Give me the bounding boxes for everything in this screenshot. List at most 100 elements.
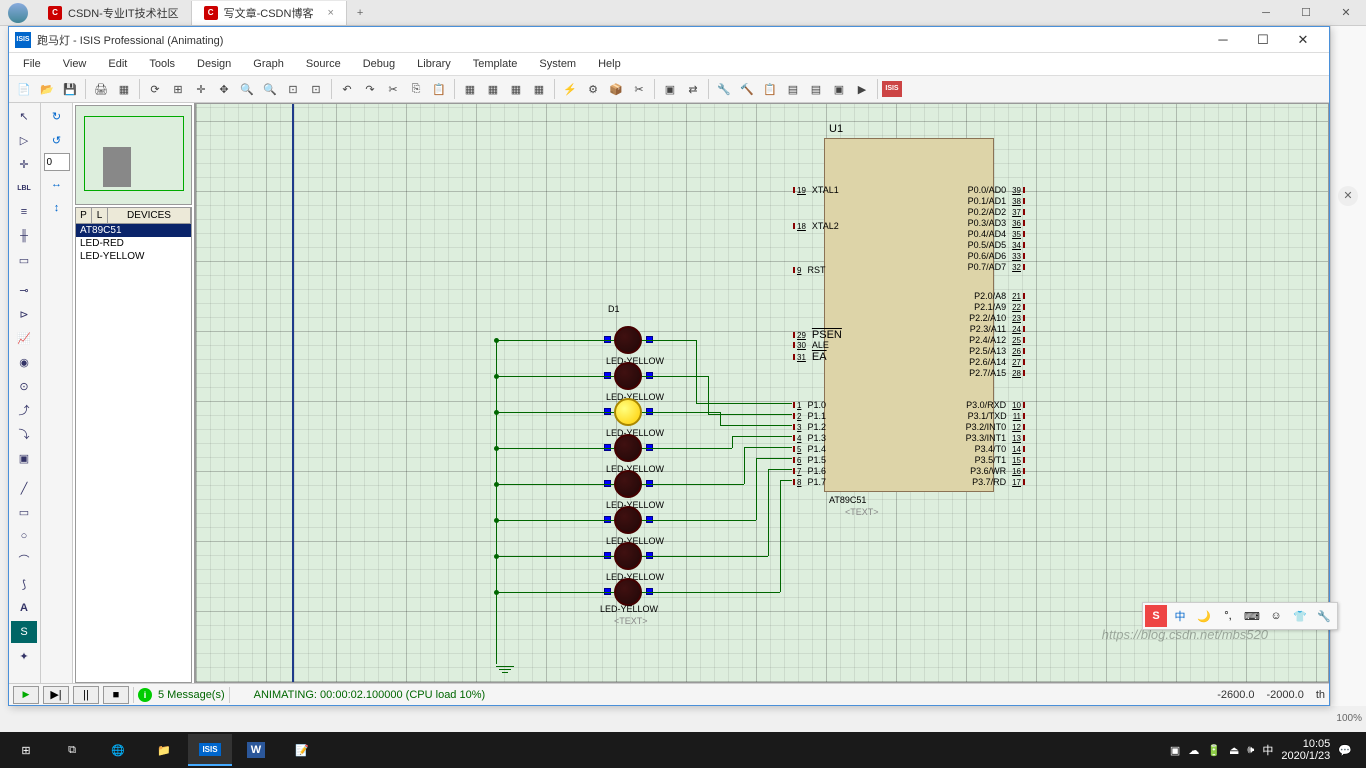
minimize-button[interactable]: ─ — [1246, 0, 1286, 26]
ime-lang-button[interactable]: 中 — [1169, 605, 1191, 627]
pin-P10[interactable]: 1P1.0 — [793, 400, 825, 410]
schematic-canvas[interactable]: U1 AT89C51 <TEXT> 19XTAL118XTAL29RST29PS… — [195, 103, 1329, 683]
save-file-button[interactable]: 💾 — [59, 78, 81, 100]
led-d5[interactable] — [614, 470, 642, 498]
instrument-button[interactable]: ▣ — [11, 447, 37, 469]
circle-2d-button[interactable]: ○ — [11, 525, 37, 547]
pan-button[interactable]: ✥ — [213, 78, 235, 100]
menu-file[interactable]: File — [13, 55, 51, 73]
erc-button[interactable]: 📋 — [759, 78, 781, 100]
tool-a-button[interactable]: 🔧 — [713, 78, 735, 100]
tape-mode-button[interactable]: ◉ — [11, 351, 37, 373]
pin-P22A10[interactable]: 23P2.2/A10 — [993, 313, 1025, 323]
label-mode-button[interactable]: LBL — [11, 177, 37, 199]
component-u1[interactable]: U1 AT89C51 <TEXT> 19XTAL118XTAL29RST29PS… — [824, 138, 994, 492]
pin-P33INT1[interactable]: 13P3.3/INT1 — [993, 433, 1025, 443]
sim-pause-button[interactable]: || — [73, 686, 99, 704]
pin-P26A14[interactable]: 27P2.6/A14 — [993, 357, 1025, 367]
pin-P06AD6[interactable]: 33P0.6/AD6 — [993, 251, 1025, 261]
sidebar-close-icon[interactable]: ✕ — [1338, 186, 1358, 206]
probe-v-button[interactable]: ⤴ — [11, 399, 37, 421]
taskbar-isis-icon[interactable]: ISIS — [188, 734, 232, 766]
led-d3[interactable] — [614, 398, 642, 426]
titlebar[interactable]: ISIS 跑马灯 - ISIS Professional (Animating)… — [9, 27, 1329, 53]
menu-help[interactable]: Help — [588, 55, 631, 73]
ime-toolbar[interactable]: S 中 🌙 °, ⌨ ☺ 👕 🔧 — [1142, 602, 1338, 630]
new-tab-button[interactable]: + — [347, 3, 373, 23]
led-d7[interactable] — [614, 542, 642, 570]
tray-icon[interactable]: ☁ — [1188, 744, 1199, 757]
block-delete-button[interactable]: ▦ — [528, 78, 550, 100]
pin-P31TXD[interactable]: 11P3.1/TXD — [993, 411, 1025, 421]
zoom-all-button[interactable]: ⊡ — [282, 78, 304, 100]
menu-view[interactable]: View — [53, 55, 97, 73]
symbol-2d-button[interactable]: S — [11, 621, 37, 643]
messages-label[interactable]: 5 Message(s) — [158, 689, 225, 701]
origin-button[interactable]: ✛ — [190, 78, 212, 100]
start-button[interactable]: ⊞ — [4, 734, 48, 766]
pin-EA[interactable]: 31EA — [793, 351, 825, 363]
ares-button[interactable]: ▣ — [828, 78, 850, 100]
taskbar-notepad-icon[interactable]: 📝 — [280, 734, 324, 766]
pin-P02AD2[interactable]: 37P0.2/AD2 — [993, 207, 1025, 217]
line-2d-button[interactable]: ╱ — [11, 477, 37, 499]
copy-button[interactable]: ⎘ — [405, 78, 427, 100]
packaging-button[interactable]: 📦 — [605, 78, 627, 100]
taskbar-browser-icon[interactable]: 🌐 — [96, 734, 140, 766]
text-2d-button[interactable]: A — [11, 597, 37, 619]
pin-P34T0[interactable]: 14P3.4/T0 — [993, 444, 1025, 454]
pick-button[interactable]: ⚡ — [559, 78, 581, 100]
menu-design[interactable]: Design — [187, 55, 241, 73]
terminal-mode-button[interactable]: ⊸ — [11, 279, 37, 301]
junction-mode-button[interactable]: ✛ — [11, 153, 37, 175]
pin-P25A13[interactable]: 26P2.5/A13 — [993, 346, 1025, 356]
rotation-input[interactable] — [44, 153, 70, 171]
pin-P07AD7[interactable]: 32P0.7/AD7 — [993, 262, 1025, 272]
pin-P17[interactable]: 8P1.7 — [793, 477, 825, 487]
close-button[interactable]: ✕ — [1283, 29, 1323, 51]
device-item[interactable]: LED-RED — [76, 237, 191, 250]
netlist-button[interactable]: ▤ — [782, 78, 804, 100]
pin-P30RXD[interactable]: 10P3.0/RXD — [993, 400, 1025, 410]
menu-edit[interactable]: Edit — [98, 55, 137, 73]
pin-P37RD[interactable]: 17P3.7/RD — [993, 477, 1025, 487]
redo-button[interactable]: ↷ — [359, 78, 381, 100]
probe-i-button[interactable]: ⤵ — [11, 423, 37, 445]
close-icon[interactable]: × — [327, 7, 333, 19]
pin-P35T1[interactable]: 15P3.5/T1 — [993, 455, 1025, 465]
grid-button[interactable]: ⊞ — [167, 78, 189, 100]
taskbar-word-icon[interactable]: W — [234, 734, 278, 766]
ime-moon-icon[interactable]: 🌙 — [1193, 605, 1215, 627]
pin-P16[interactable]: 7P1.6 — [793, 466, 825, 476]
minimize-button[interactable]: ─ — [1203, 29, 1243, 51]
open-file-button[interactable]: 📂 — [36, 78, 58, 100]
menu-graph[interactable]: Graph — [243, 55, 294, 73]
pin-P20A8[interactable]: 21P2.0/A8 — [993, 291, 1025, 301]
menu-source[interactable]: Source — [296, 55, 351, 73]
pin-P24A12[interactable]: 25P2.4/A12 — [993, 335, 1025, 345]
menu-library[interactable]: Library — [407, 55, 461, 73]
block-copy-button[interactable]: ▦ — [459, 78, 481, 100]
system-tray[interactable]: ▣ ☁ 🔋 ⏏ 🕪 中 10:05 2020/1/23 💬 — [1170, 738, 1362, 762]
sim-step-button[interactable]: ▶| — [43, 686, 69, 704]
flip-v-button[interactable]: ↕ — [44, 197, 70, 219]
ime-keyboard-icon[interactable]: ⌨ — [1241, 605, 1263, 627]
pin-P05AD5[interactable]: 34P0.5/AD5 — [993, 240, 1025, 250]
area-button[interactable]: ▦ — [113, 78, 135, 100]
path-2d-button[interactable]: ⟆ — [11, 573, 37, 595]
cut-button[interactable]: ✂ — [382, 78, 404, 100]
compile-button[interactable]: ▶ — [851, 78, 873, 100]
rotate-cw-button[interactable]: ↻ — [44, 105, 70, 127]
maximize-button[interactable]: ☐ — [1286, 0, 1326, 26]
pin-P21A9[interactable]: 22P2.1/A9 — [993, 302, 1025, 312]
zoom-out-button[interactable]: 🔍 — [259, 78, 281, 100]
menu-system[interactable]: System — [529, 55, 586, 73]
pin-mode-button[interactable]: ⊳ — [11, 303, 37, 325]
pin-P11[interactable]: 2P1.1 — [793, 411, 825, 421]
pin-P15[interactable]: 6P1.5 — [793, 455, 825, 465]
toggle-button[interactable]: ⇄ — [682, 78, 704, 100]
header-l[interactable]: L — [92, 208, 108, 223]
taskbar-explorer-icon[interactable]: 📁 — [142, 734, 186, 766]
pin-P36WR[interactable]: 16P3.6/WR — [993, 466, 1025, 476]
pin-P14[interactable]: 5P1.4 — [793, 444, 825, 454]
